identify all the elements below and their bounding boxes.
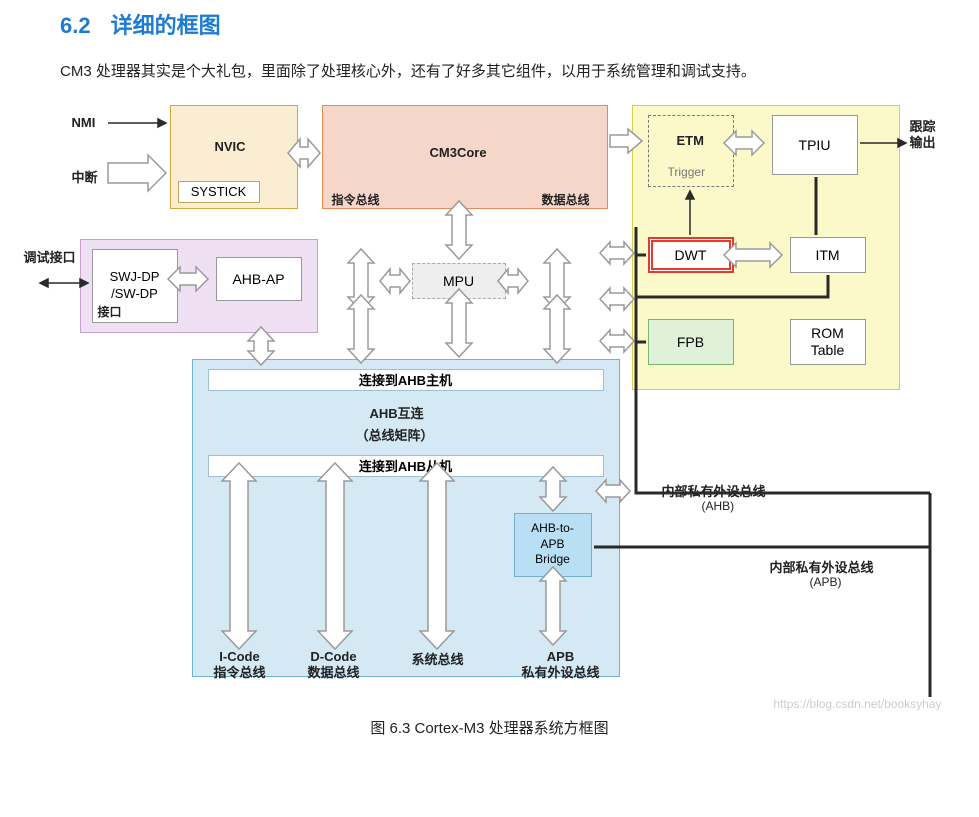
ahb-private-label: 内部私有外设总线 — [662, 481, 766, 500]
apb-bridge-label: AHB-to- APB Bridge — [531, 521, 574, 568]
ahb-title2: （总线矩阵） — [356, 425, 434, 444]
tpiu-label: TPIU — [799, 137, 831, 153]
mpu-label: MPU — [443, 273, 474, 289]
etm-label: ETM — [677, 133, 704, 148]
systick-box: SYSTICK — [178, 181, 260, 203]
ahb-master-label: 连接到AHB主机 — [359, 370, 452, 389]
fpb-label: FPB — [677, 334, 704, 350]
dwt-label: DWT — [675, 247, 707, 263]
ahb-title1: AHB互连 — [370, 403, 424, 422]
rom-table-box: ROM Table — [790, 319, 866, 365]
apb-label: APB 私有外设总线 — [522, 649, 600, 683]
ahb-ap-box: AHB-AP — [216, 257, 302, 301]
ahb-slave-bar: 连接到AHB从机 — [208, 455, 604, 477]
apb-bridge-box: AHB-to- APB Bridge — [514, 513, 592, 577]
section-number: 6.2 — [60, 13, 91, 38]
section-title: 详细的框图 — [111, 13, 221, 38]
ahb-master-bar: 连接到AHB主机 — [208, 369, 604, 391]
itm-label: ITM — [815, 247, 839, 263]
etm-trigger-label: Trigger — [668, 165, 706, 179]
ahb-slave-label: 连接到AHB从机 — [359, 456, 452, 475]
block-diagram: NVIC SYSTICK CM3Core 指令总线 数据总线 ETM Trigg… — [30, 97, 950, 707]
tpiu-box: TPIU — [772, 115, 858, 175]
intro-text: CM3 处理器其实是个大礼包，里面除了处理核心外，还有了好多其它组件，以用于系统… — [30, 58, 949, 87]
dwt-box: DWT — [648, 237, 734, 273]
icode-label: I-Code 指令总线 — [214, 649, 266, 683]
itm-box: ITM — [790, 237, 866, 273]
figure-caption: 图 6.3 Cortex-M3 处理器系统方框图 — [20, 717, 959, 738]
mpu-box: MPU — [412, 263, 506, 299]
fpb-box: FPB — [648, 319, 734, 365]
ahb-private-sub: (AHB) — [702, 499, 735, 513]
systick-label: SYSTICK — [191, 184, 247, 199]
dcode-label: D-Code 数据总线 — [308, 649, 360, 683]
section-heading: 6.2 详细的框图 — [60, 8, 959, 40]
apb-private-sub: (APB) — [810, 575, 842, 589]
interrupt-label: 中断 — [72, 167, 98, 186]
trace-out-label: 跟踪 输出 — [910, 119, 936, 153]
swj-dp-label: SWJ-DP /SW-DP — [110, 269, 160, 303]
bus-data-label: 数据总线 — [542, 191, 590, 208]
ahb-ap-label: AHB-AP — [232, 271, 284, 287]
apb-private-label: 内部私有外设总线 — [770, 557, 874, 576]
watermark: https://blog.csdn.net/booksyhay — [773, 697, 941, 711]
debug-if-label: 调试接口 — [24, 247, 76, 266]
sysbus-label: 系统总线 — [412, 649, 464, 668]
nmi-label: NMI — [72, 115, 96, 130]
nvic-label: NVIC — [215, 139, 246, 154]
rom-table-label: ROM Table — [811, 325, 844, 359]
bus-instr-label: 指令总线 — [332, 191, 380, 208]
swj-sub-label: 接口 — [98, 303, 122, 320]
cm3core-label: CM3Core — [430, 145, 487, 160]
